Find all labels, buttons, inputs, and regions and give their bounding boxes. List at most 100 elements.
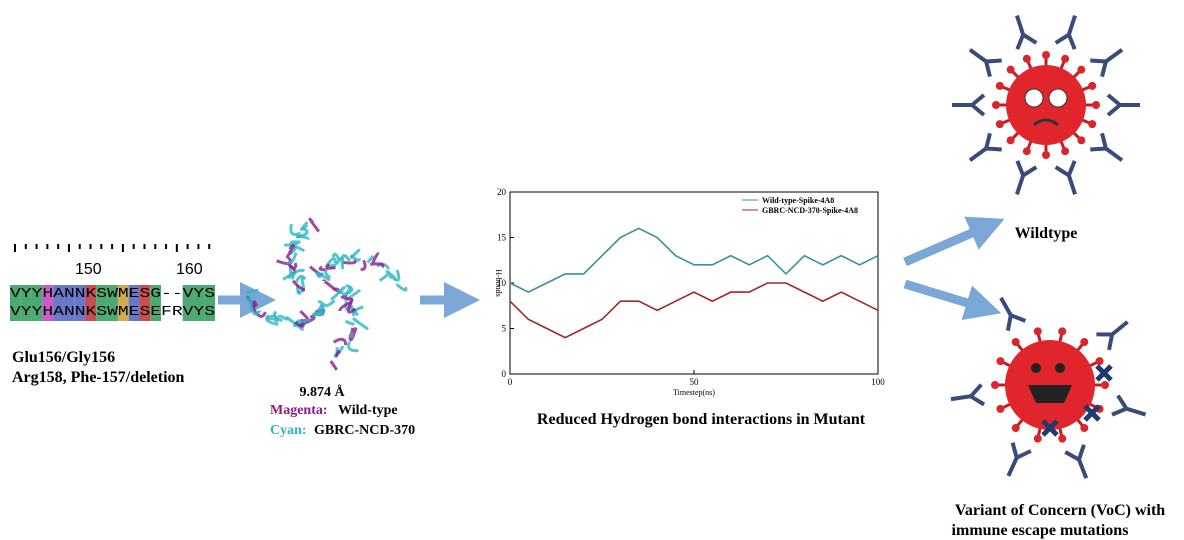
outcome-label: Wildtype bbox=[1015, 225, 1078, 242]
legend-key: Magenta: bbox=[270, 403, 328, 418]
residue-block bbox=[128, 285, 140, 321]
residue-block bbox=[171, 285, 183, 321]
escape-mark bbox=[1095, 364, 1113, 382]
ribbon bbox=[285, 316, 305, 332]
ribbon bbox=[349, 331, 355, 338]
ribbon bbox=[393, 269, 401, 282]
residue-block bbox=[53, 285, 64, 321]
antibody bbox=[1006, 442, 1032, 477]
spike-tip bbox=[991, 381, 999, 389]
residue-block bbox=[74, 285, 86, 321]
sequence: VYYHANNKSWMESG--VYS bbox=[10, 286, 215, 302]
ribbon bbox=[340, 295, 354, 302]
ruler-label: 160 bbox=[176, 261, 203, 278]
ribbon bbox=[370, 262, 385, 269]
spike-tip bbox=[995, 120, 1004, 129]
ribbon bbox=[344, 319, 355, 326]
ribbon bbox=[331, 252, 341, 261]
x-tick-label: 100 bbox=[871, 377, 885, 387]
spike-tip bbox=[1042, 51, 1050, 59]
residue-block bbox=[31, 285, 43, 321]
y-tick-label: 0 bbox=[502, 369, 507, 379]
ribbon bbox=[249, 301, 262, 316]
ribbon bbox=[252, 308, 267, 318]
ribbon bbox=[296, 226, 309, 239]
escape-mark bbox=[1083, 404, 1101, 422]
mouth bbox=[1033, 118, 1059, 127]
spike-tip bbox=[1088, 81, 1097, 90]
spike-tip bbox=[996, 357, 1005, 366]
residue-block bbox=[193, 285, 205, 321]
spike-tip bbox=[1077, 65, 1086, 74]
spike-tip bbox=[1077, 136, 1086, 145]
ribbon bbox=[299, 221, 309, 231]
series-line bbox=[509, 227, 879, 293]
residue-block bbox=[20, 285, 32, 321]
spike-tip bbox=[996, 404, 1005, 413]
residue-block bbox=[182, 285, 194, 321]
ribbon bbox=[360, 259, 367, 271]
antibody bbox=[1090, 48, 1124, 78]
spike-tip bbox=[1092, 101, 1100, 109]
residue-block bbox=[63, 285, 75, 321]
ribbon bbox=[395, 283, 408, 292]
ribbon bbox=[287, 268, 293, 280]
sequence: VYYHANNKSWMESEFRVYS bbox=[10, 304, 215, 320]
y-tick-label: 20 bbox=[497, 187, 507, 197]
alignment-blocks bbox=[10, 244, 215, 321]
y-axis-label: H-bonds bbox=[494, 269, 503, 297]
ribbon bbox=[266, 314, 277, 321]
outcome-label: immune escape mutations bbox=[952, 522, 1129, 539]
ribbon bbox=[366, 255, 374, 264]
outcome-label: Variant of Concern (VoC) with bbox=[955, 502, 1165, 519]
y-tick-label: 5 bbox=[502, 324, 507, 334]
escape-mark bbox=[1041, 419, 1059, 437]
residue-block bbox=[204, 285, 215, 321]
antibody bbox=[1054, 160, 1077, 196]
ribbon bbox=[294, 274, 307, 283]
mutation-note: Arg158, Phe-157/deletion bbox=[12, 369, 185, 386]
mutation-note: Glu156/Gly156 bbox=[12, 349, 115, 366]
legend-label: Wild-type-Spike-4A8 bbox=[762, 196, 834, 205]
ribbon bbox=[343, 254, 351, 262]
legend-label: GBRC-NCD-370 bbox=[314, 423, 415, 438]
ribbon bbox=[332, 337, 348, 346]
ribbon bbox=[329, 285, 346, 302]
hbond-chart: 0 5 10 15 20 0 50 100 Timestep(ns) H-bonds Wild-ty… bbox=[494, 187, 885, 397]
antibody bbox=[1096, 320, 1129, 351]
ribbon bbox=[378, 270, 391, 282]
ribbon bbox=[315, 271, 331, 282]
ribbon bbox=[352, 317, 369, 331]
residue-block bbox=[85, 285, 97, 321]
residue-block bbox=[150, 285, 162, 321]
antibody bbox=[999, 296, 1027, 331]
spike-tip bbox=[1033, 434, 1042, 443]
antibody bbox=[950, 383, 986, 407]
spike-tip bbox=[1022, 147, 1031, 156]
spike-tip bbox=[1006, 65, 1015, 74]
y-tick-label: 15 bbox=[497, 233, 507, 243]
ribbon bbox=[285, 244, 295, 259]
ribbon bbox=[308, 217, 320, 233]
residue-block bbox=[139, 285, 151, 321]
spike-tip bbox=[1042, 151, 1050, 159]
ribbon bbox=[334, 349, 341, 357]
ruler-label: 150 bbox=[75, 261, 102, 278]
ribbon bbox=[346, 299, 357, 314]
mouth bbox=[1028, 385, 1072, 403]
antibody bbox=[1054, 14, 1077, 50]
spike-tip bbox=[1088, 120, 1097, 129]
spike-tip bbox=[1095, 357, 1104, 366]
spike-tip bbox=[1061, 147, 1070, 156]
ribbon bbox=[245, 296, 253, 305]
spike-tip bbox=[1058, 434, 1067, 443]
residue-block bbox=[42, 285, 54, 321]
ribbon bbox=[349, 254, 362, 262]
ribbon bbox=[371, 252, 380, 264]
ribbon bbox=[347, 341, 359, 353]
spike-tip bbox=[1080, 424, 1089, 433]
ribbon bbox=[291, 268, 305, 280]
ribbon bbox=[325, 263, 336, 270]
distance-label: 9.874 Å bbox=[299, 384, 345, 400]
spike-tip bbox=[1011, 424, 1020, 433]
